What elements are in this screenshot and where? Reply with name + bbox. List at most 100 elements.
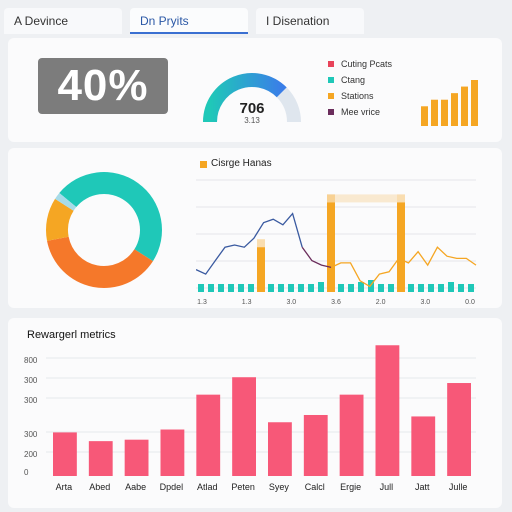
combo-bar [298, 284, 304, 292]
tab-label: A Devince [14, 14, 69, 28]
combo-highlight-bar [257, 247, 265, 292]
bar [303, 414, 328, 476]
x-tick-label: 2.0 [376, 299, 386, 306]
bar [88, 441, 113, 476]
legend-label: Ctang [341, 75, 366, 85]
bar [375, 345, 400, 476]
x-tick-label: 3.6 [331, 299, 341, 306]
combo-bar [348, 284, 354, 292]
legend-label: Cuting Pcats [341, 59, 393, 69]
combo-bar [238, 284, 244, 292]
x-tick-label: Jatt [414, 482, 430, 492]
x-tick-label: Aabe [125, 482, 147, 492]
x-tick-label: Ergie [340, 482, 362, 492]
combo-bar [318, 282, 324, 292]
bar [232, 377, 256, 476]
bar [124, 439, 149, 476]
combo-highlight-bar [327, 202, 335, 292]
donut-slice [55, 193, 77, 211]
legend-swatch [328, 93, 334, 99]
combo-bar [418, 284, 424, 292]
x-tick-label: Atlad [196, 482, 218, 492]
legend-swatch [200, 161, 207, 168]
combo-bar [438, 284, 444, 292]
mini-bar-chart [421, 80, 478, 126]
bar-chart [46, 345, 476, 476]
combo-line [301, 246, 332, 269]
combo-bar [338, 284, 344, 292]
legend-label: Stations [341, 91, 374, 101]
x-tick-label: 0.0 [465, 299, 475, 306]
x-tick-label: 1.3 [242, 299, 252, 306]
combo-bar [278, 284, 284, 292]
bar [160, 429, 185, 476]
tab-bar: A Devince Dn Pryits I Disenation [0, 0, 512, 36]
legend-swatch [328, 61, 334, 67]
legend-label: Mee vrice [341, 107, 381, 117]
combo-bar [408, 284, 414, 292]
y-tick-label: 800 [24, 356, 38, 365]
x-tick-label: Jull [379, 482, 394, 492]
combo-bar [198, 284, 204, 292]
combo-line [330, 246, 477, 288]
x-tick-label: Abed [89, 482, 111, 492]
mini-bar [461, 86, 468, 126]
kpi-percent: 40% [38, 58, 168, 114]
legend-swatch [328, 109, 334, 115]
legend-swatch [328, 77, 334, 83]
tab-devince[interactable]: A Devince [4, 8, 122, 34]
bar [196, 394, 221, 476]
x-tick-label: 3.0 [420, 299, 430, 306]
mini-bar [431, 99, 438, 126]
mini-bar [471, 80, 478, 126]
combo-bar-cap [257, 239, 265, 248]
bar [339, 394, 364, 476]
combo-chart-title: Cisrge Hanas [211, 158, 272, 169]
bar [53, 432, 77, 476]
x-tick-label: Calcl [304, 482, 325, 492]
tab-label: I Disenation [266, 14, 330, 28]
y-tick-label: 300 [24, 430, 38, 439]
tab-disenation[interactable]: I Disenation [256, 8, 364, 34]
x-tick-label: Peten [231, 482, 255, 492]
y-tick-label: 300 [24, 396, 38, 405]
tab-pryits[interactable]: Dn Pryits [130, 8, 248, 34]
combo-bar [378, 284, 384, 292]
x-tick-label: 3.0 [286, 299, 296, 306]
combo-range-band [327, 194, 397, 203]
combo-bar-cap [397, 194, 405, 203]
x-tick-label: Julle [448, 482, 468, 492]
combo-bar [468, 284, 474, 292]
combo-bar [448, 282, 454, 292]
bar [447, 383, 471, 476]
donut-chart [46, 171, 162, 288]
bar [268, 422, 292, 476]
x-tick-label: Syey [268, 482, 289, 492]
gauge-value: 706 [239, 100, 265, 117]
combo-bar [458, 284, 464, 292]
combo-bar [368, 280, 374, 292]
y-tick-label: 300 [24, 376, 38, 385]
combo-bar [248, 284, 254, 292]
combo-highlight-bar [397, 202, 405, 292]
bar [411, 416, 436, 476]
donut-slice [46, 198, 74, 241]
combo-bar [268, 284, 274, 292]
gauge-subvalue: 3.13 [244, 116, 260, 125]
combo-bar [308, 284, 314, 292]
y-tick-label: 200 [24, 450, 38, 459]
donut-slice [59, 171, 162, 262]
combo-line [196, 212, 303, 275]
x-tick-label: Dpdel [159, 482, 184, 492]
combo-bar [288, 284, 294, 292]
combo-chart: 1.3 1.3 3.0 3.6 2.0 3.0 0.0 [196, 179, 477, 306]
tab-label: Dn Pryits [140, 14, 189, 28]
gauge-fill [203, 73, 287, 123]
combo-bar [218, 284, 224, 292]
combo-bar [358, 282, 364, 292]
x-tick-label: Arta [55, 482, 73, 492]
gauge-chart [203, 73, 301, 123]
y-tick-label: 0 [24, 468, 29, 477]
mini-bar [421, 106, 428, 126]
combo-bar-cap [327, 194, 335, 203]
